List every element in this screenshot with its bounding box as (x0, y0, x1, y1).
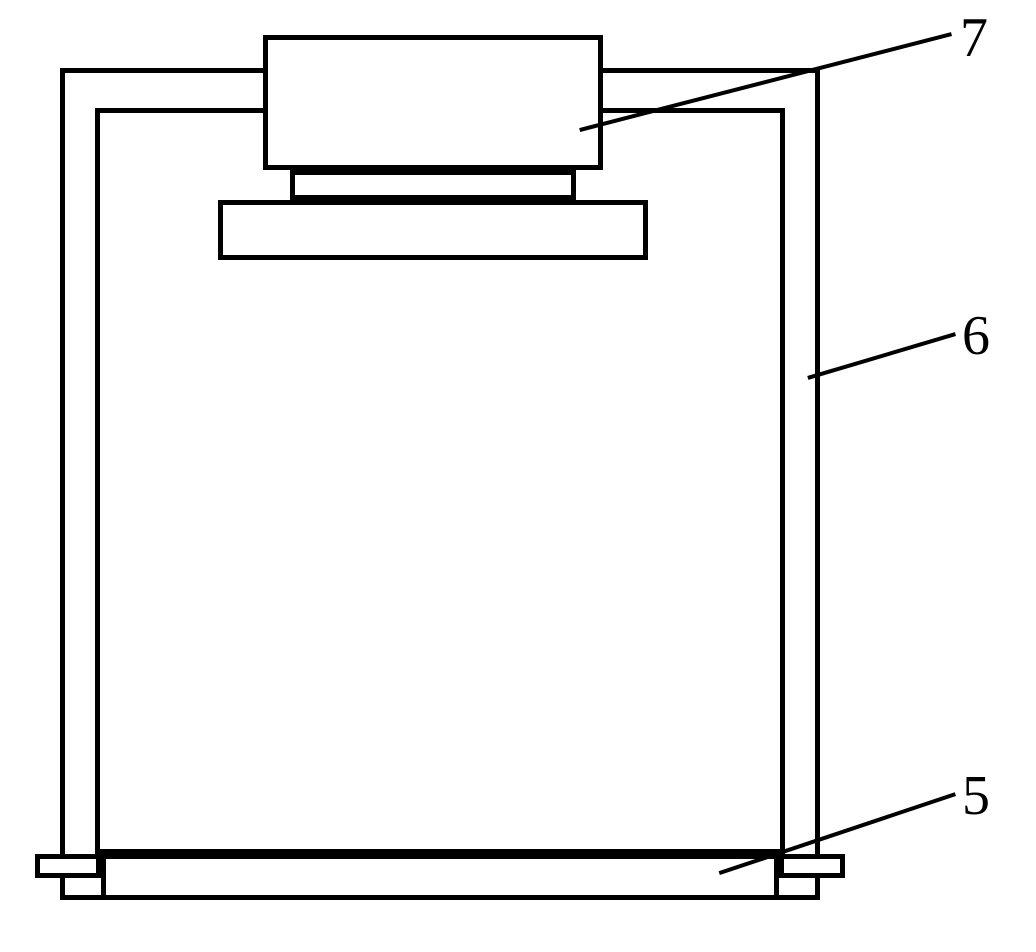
label-5: 5 (962, 764, 990, 828)
motor-body (263, 35, 603, 170)
label-7: 7 (960, 6, 988, 70)
diagram-stage: 7 6 5 (0, 0, 1036, 952)
axle-right (779, 854, 845, 878)
label-6: 6 (962, 304, 990, 368)
bottom-bar (101, 854, 779, 900)
press-plate (218, 200, 648, 260)
axle-left (35, 854, 101, 878)
leader-line-6 (807, 332, 956, 380)
motor-neck (290, 170, 576, 200)
